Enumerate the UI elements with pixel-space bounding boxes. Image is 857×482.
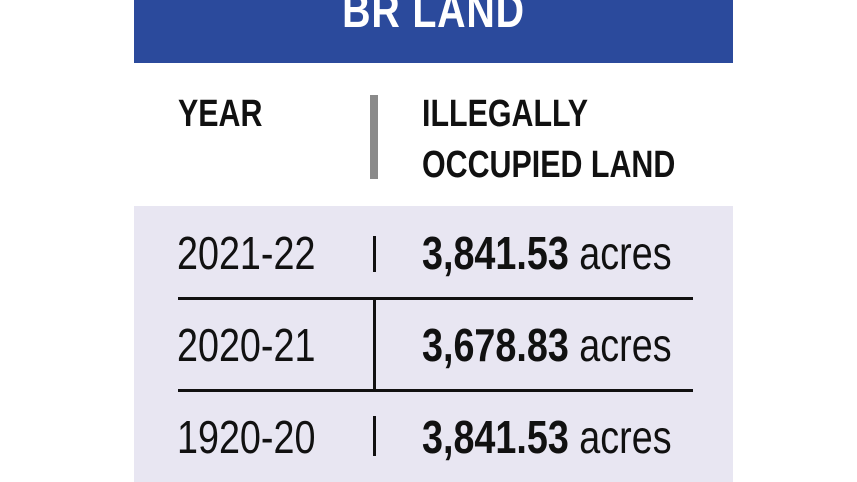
column-header-line-2: OCCUPIED LAND bbox=[422, 144, 676, 186]
column-header-illegally-occupied-land: ILLEGALLY OCCUPIED LAND bbox=[422, 89, 675, 191]
row-separator bbox=[178, 389, 693, 392]
infographic-card: BR LAND YEAR ILLEGALLY OCCUPIED LAND 202… bbox=[134, 0, 733, 482]
row-value-number: 3,841.53 bbox=[422, 411, 569, 463]
row-year: 2020-21 bbox=[177, 319, 316, 371]
row-divider bbox=[373, 298, 376, 390]
column-header-year: YEAR bbox=[178, 93, 263, 135]
row-divider bbox=[373, 416, 376, 456]
row-separator bbox=[178, 297, 693, 300]
row-year: 2021-22 bbox=[177, 227, 316, 279]
row-year: 1920-20 bbox=[177, 411, 316, 463]
column-header-line-1: ILLEGALLY bbox=[422, 93, 589, 135]
data-table: 2021-22 3,841.53 acres 2020-21 3,678.83 … bbox=[134, 206, 733, 482]
row-value: 3,841.53 acres bbox=[422, 410, 672, 464]
row-value: 3,841.53 acres bbox=[422, 226, 672, 280]
row-divider bbox=[373, 236, 376, 272]
table-row: 2021-22 3,841.53 acres bbox=[134, 206, 733, 298]
header-divider bbox=[370, 95, 378, 179]
page-title: BR LAND bbox=[342, 0, 525, 38]
row-value-unit: acres bbox=[579, 319, 672, 371]
row-value-unit: acres bbox=[579, 227, 672, 279]
row-value-unit: acres bbox=[579, 411, 672, 463]
row-value-number: 3,841.53 bbox=[422, 227, 569, 279]
table-row: 2020-21 3,678.83 acres bbox=[134, 298, 733, 390]
table-row: 1920-20 3,841.53 acres bbox=[134, 390, 733, 482]
row-value-number: 3,678.83 bbox=[422, 319, 569, 371]
title-bar: BR LAND bbox=[134, 0, 733, 63]
row-value: 3,678.83 acres bbox=[422, 318, 672, 372]
